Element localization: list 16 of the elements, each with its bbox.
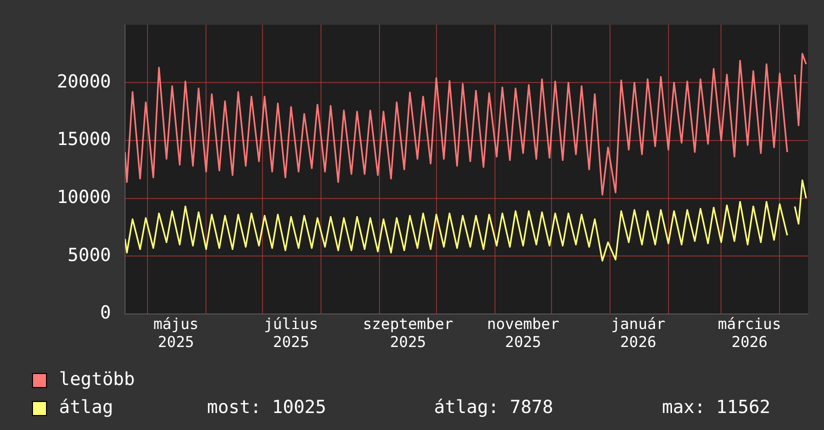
y-tick-label: 0 [100,302,111,324]
x-tick-label: március 2026 [718,314,782,351]
x-tick-label: november 2025 [486,314,560,351]
legend-label: legtöbb [59,368,135,392]
text: átlag: 7878 [434,396,554,420]
x-tick-label: július 2025 [264,314,318,351]
y-tick-label: 10000 [56,186,111,208]
x-tick-label: január 2026 [611,314,666,351]
y-tick-label: 20000 [56,71,111,92]
text: most: 10025 [207,396,326,420]
text: max: 11562 [662,396,770,420]
x-tick-label: szeptember 2025 [362,314,454,351]
x-tick-label: május 2025 [153,314,199,351]
legend-label: átlag [59,396,114,420]
y-tick-label: 15000 [56,129,111,150]
y-tick-label: 5000 [68,244,111,266]
